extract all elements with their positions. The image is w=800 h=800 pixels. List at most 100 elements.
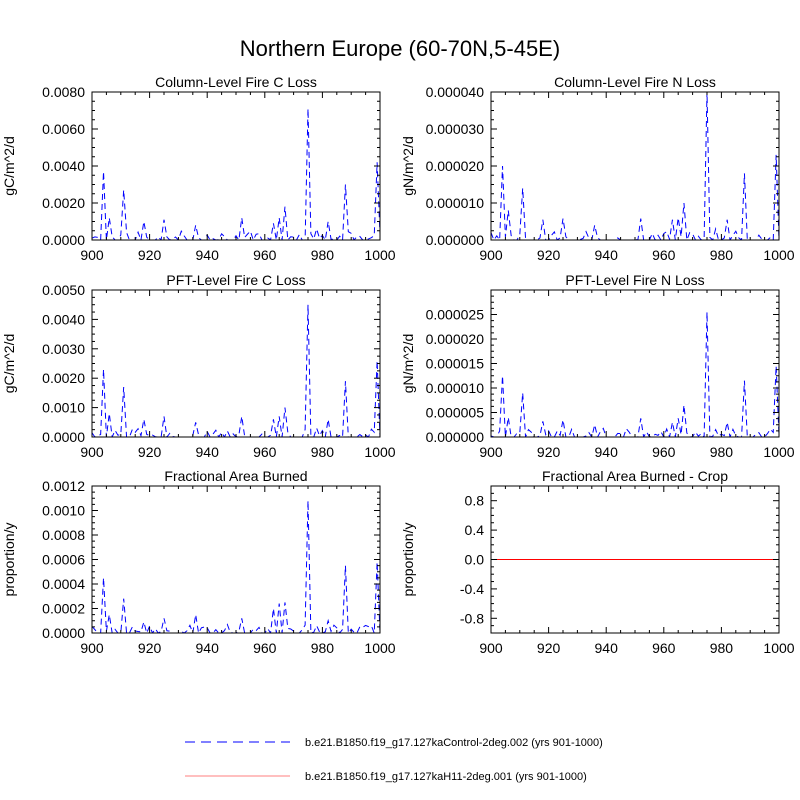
chart-title: Fractional Area Burned - Crop (542, 468, 728, 484)
y-tick-label: 0.4 (465, 522, 485, 538)
x-tick-label: 980 (710, 444, 734, 460)
y-tick-label: 0.0002 (42, 601, 85, 617)
y-tick-label: 0.0040 (42, 158, 85, 174)
x-tick-label: 960 (652, 640, 676, 656)
y-axis-label: gN/m^2/d (400, 334, 416, 393)
x-tick-label: 920 (138, 444, 162, 460)
x-tick-label: 920 (537, 640, 561, 656)
x-tick-label: 940 (595, 247, 619, 263)
chart-panel: Column-Level Fire C Loss gC/m^2/d 900 920 94… (1, 74, 396, 263)
x-tick-label: 920 (138, 247, 162, 263)
x-tick-label: 960 (253, 444, 277, 460)
series-line-control (92, 500, 380, 633)
series-line-control (92, 304, 380, 437)
y-axis-label: proportion/y (400, 523, 416, 597)
x-tick-label: 1000 (763, 247, 794, 263)
x-tick-label: 1000 (364, 444, 395, 460)
x-tick-label: 900 (479, 247, 503, 263)
chart-panel: PFT-Level Fire N Loss gN/m^2/d 900 920 940 96… (400, 272, 795, 460)
y-tick-label: 0.0008 (42, 527, 85, 543)
figure-title: Northern Europe (60-70N,5-45E) (239, 36, 561, 61)
y-tick-label: -0.8 (460, 610, 484, 626)
x-tick-label: 940 (595, 640, 619, 656)
x-tick-label: 960 (253, 640, 277, 656)
plot-frame (490, 289, 780, 438)
y-tick-label: 0.0050 (42, 282, 85, 298)
y-tick-label: 0.000010 (426, 195, 485, 211)
chart-title: Column-Level Fire N Loss (554, 74, 716, 90)
series-line-control (491, 312, 779, 437)
chart-title: Fractional Area Burned (164, 468, 307, 484)
x-tick-label: 980 (311, 640, 335, 656)
y-tick-label: 0.000000 (426, 429, 485, 445)
y-tick-label: 0.000040 (426, 84, 485, 100)
chart-title: PFT-Level Fire C Loss (166, 272, 305, 288)
y-axis-label: gC/m^2/d (1, 136, 17, 195)
legend-label-control: b.e21.B1850.f19_g17.127kaControl-2deg.00… (305, 737, 603, 749)
chart-title: Column-Level Fire C Loss (155, 74, 317, 90)
x-tick-label: 980 (311, 444, 335, 460)
plot-frame (490, 91, 780, 241)
chart-panel: PFT-Level Fire C Loss gC/m^2/d 900 920 940 96… (1, 272, 396, 460)
y-tick-label: 0.0012 (42, 478, 85, 494)
series-line-control (491, 92, 779, 240)
x-tick-label: 920 (537, 247, 561, 263)
x-tick-label: 900 (479, 640, 503, 656)
x-tick-label: 940 (595, 444, 619, 460)
y-tick-label: 0.0000 (42, 429, 85, 445)
plot-frame (91, 91, 381, 241)
y-tick-label: 0.0000 (42, 625, 85, 641)
chart-panel: Fractional Area Burned - Crop proportion/… (400, 468, 795, 656)
x-tick-label: 980 (710, 247, 734, 263)
x-tick-label: 900 (80, 640, 104, 656)
x-tick-label: 920 (138, 640, 162, 656)
y-tick-label: 0.000015 (426, 356, 485, 372)
y-tick-label: 0.0010 (42, 503, 85, 519)
x-tick-label: 920 (537, 444, 561, 460)
y-tick-label: 0.000020 (426, 158, 485, 174)
y-tick-label: 0.0020 (42, 195, 85, 211)
y-axis-label: gC/m^2/d (1, 334, 17, 393)
y-tick-label: 0.0004 (42, 576, 85, 592)
x-tick-label: 940 (196, 247, 220, 263)
legend-label-h11: b.e21.B1850.f19_g17.127kaH11-2deg.001 (y… (305, 771, 587, 783)
plot-frame (91, 485, 381, 634)
y-tick-label: 0.0 (465, 552, 485, 568)
y-tick-label: 0.0006 (42, 552, 85, 568)
x-tick-label: 960 (253, 247, 277, 263)
y-tick-label: 0.8 (465, 493, 485, 509)
y-tick-label: -0.4 (460, 581, 484, 597)
chart-panel: Column-Level Fire N Loss gN/m^2/d 900 920 94… (400, 74, 795, 263)
x-tick-label: 980 (710, 640, 734, 656)
y-tick-label: 0.000025 (426, 307, 485, 323)
y-tick-label: 0.000010 (426, 380, 485, 396)
y-tick-label: 0.000030 (426, 121, 485, 137)
y-tick-label: 0.0020 (42, 370, 85, 386)
x-tick-label: 1000 (364, 247, 395, 263)
x-tick-label: 1000 (364, 640, 395, 656)
y-axis-label: gN/m^2/d (400, 136, 416, 195)
series-line-control (92, 108, 380, 240)
y-tick-label: 0.0030 (42, 341, 85, 357)
x-tick-label: 960 (652, 444, 676, 460)
x-tick-label: 900 (80, 247, 104, 263)
x-tick-label: 900 (479, 444, 503, 460)
x-tick-label: 1000 (763, 444, 794, 460)
x-tick-label: 980 (311, 247, 335, 263)
y-tick-label: 0.000005 (426, 405, 485, 421)
y-tick-label: 0.0060 (42, 121, 85, 137)
chart-title: PFT-Level Fire N Loss (565, 272, 704, 288)
y-tick-label: 0.000020 (426, 331, 485, 347)
legend: b.e21.B1850.f19_g17.127kaControl-2deg.00… (185, 737, 603, 783)
chart-panel: Fractional Area Burned proportion/y 900 920… (1, 468, 396, 656)
y-axis-label: proportion/y (1, 523, 17, 597)
y-tick-label: 0.000000 (426, 232, 485, 248)
x-tick-label: 940 (196, 640, 220, 656)
x-tick-label: 960 (652, 247, 676, 263)
x-tick-label: 1000 (763, 640, 794, 656)
y-tick-label: 0.0010 (42, 400, 85, 416)
x-tick-label: 900 (80, 444, 104, 460)
y-tick-label: 0.0080 (42, 84, 85, 100)
x-tick-label: 940 (196, 444, 220, 460)
